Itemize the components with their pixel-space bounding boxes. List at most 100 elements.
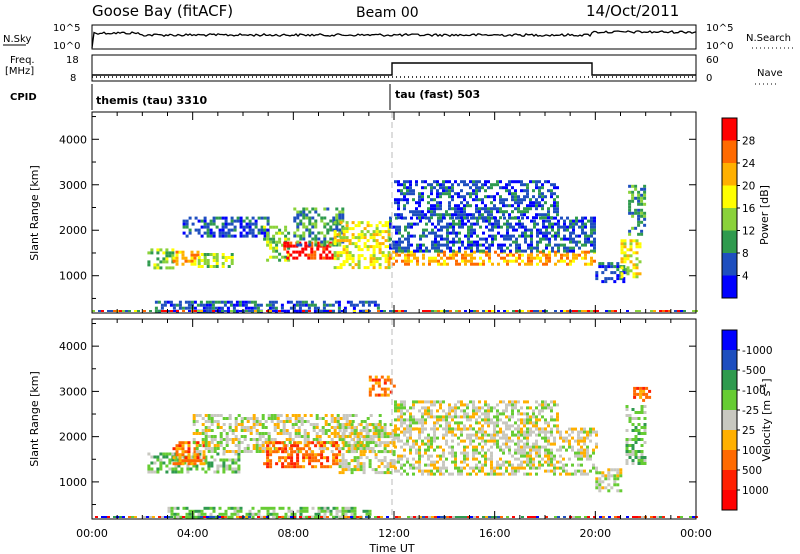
power-cell <box>193 306 197 310</box>
power-cell <box>497 243 500 247</box>
power-cell <box>366 266 370 270</box>
power-cell <box>554 253 557 257</box>
power-cell <box>448 207 451 211</box>
power-cell <box>366 224 370 228</box>
velocity-cell <box>523 421 526 425</box>
power-cell <box>472 180 475 184</box>
power-cell <box>335 216 339 220</box>
power-cell <box>584 216 587 220</box>
velocity-cell <box>270 414 274 417</box>
velocity-cell <box>264 420 268 423</box>
velocity-cell <box>409 430 412 434</box>
power-cell <box>443 237 446 241</box>
velocity-cell <box>207 417 211 420</box>
power-cell <box>553 198 556 202</box>
velocity-cell <box>302 465 306 469</box>
velocity-cell <box>213 444 217 447</box>
velocity-cell <box>448 421 451 425</box>
velocity-cell <box>397 415 400 419</box>
velocity-cell <box>156 467 160 471</box>
velocity-cell <box>372 441 376 444</box>
velocity-cell <box>171 467 175 471</box>
velocity-cell <box>529 433 532 437</box>
velocity-cell <box>448 409 451 413</box>
velocity-cell <box>198 444 202 447</box>
power-cell <box>481 183 484 187</box>
velocity-cell <box>502 451 505 455</box>
velocity-cell <box>359 441 363 445</box>
velocity-cell <box>377 438 381 442</box>
velocity-cell <box>261 414 265 417</box>
power-cell <box>451 183 454 187</box>
velocity-cell <box>335 506 339 510</box>
power-cell <box>235 300 239 304</box>
velocity-cell <box>344 465 348 469</box>
power-cell <box>302 222 306 226</box>
velocity-cell <box>433 460 436 464</box>
velocity-cell <box>321 417 325 420</box>
velocity-cell <box>335 462 339 466</box>
velocity-ground-cell <box>248 516 251 518</box>
power-cell <box>413 222 416 226</box>
velocity-cell <box>282 420 286 423</box>
power-cell <box>514 201 517 205</box>
velocity-cell <box>628 420 632 423</box>
velocity-cell <box>514 403 517 407</box>
velocity-cell <box>412 442 415 446</box>
velocity-cell <box>297 432 301 435</box>
velocity-cell <box>583 439 586 443</box>
velocity-cell <box>472 466 475 470</box>
power-cell <box>239 231 243 235</box>
velocity-cell <box>234 467 238 471</box>
velocity-cell <box>252 423 256 426</box>
power-cell <box>454 213 457 217</box>
velocity-cell <box>324 429 328 432</box>
power-cell <box>311 216 315 220</box>
power-cell <box>238 303 242 307</box>
velocity-cell <box>323 506 327 510</box>
velocity-cell <box>547 454 550 458</box>
velocity-cell <box>484 472 487 476</box>
velocity-cell <box>296 453 300 457</box>
power-cell <box>215 253 219 256</box>
velocity-cell <box>436 454 439 458</box>
power-cell <box>436 180 439 184</box>
velocity-cell <box>412 445 415 449</box>
velocity-cell <box>290 456 294 460</box>
velocity-cell <box>368 509 372 513</box>
power-cell <box>430 213 433 217</box>
velocity-cell <box>613 480 617 484</box>
power-cell <box>268 300 272 304</box>
velocity-cell <box>204 438 208 441</box>
velocity-cell <box>290 462 294 466</box>
velocity-cell <box>356 435 360 439</box>
velocity-cell <box>303 429 307 432</box>
power-cell <box>436 213 439 217</box>
power-cell <box>527 253 530 257</box>
velocity-cell <box>439 469 442 473</box>
power-cell <box>338 228 342 232</box>
velocity-cell <box>181 459 185 463</box>
power-ground-cell <box>389 310 392 312</box>
power-cell <box>640 232 644 236</box>
velocity-cell <box>178 456 182 460</box>
velocity-cell <box>249 432 253 435</box>
power-cell <box>199 300 203 304</box>
velocity-cell <box>631 453 635 456</box>
velocity-ground-cell <box>599 516 602 518</box>
velocity-cell <box>219 435 223 438</box>
velocity-cell <box>185 506 189 510</box>
velocity-ground-cell <box>422 516 425 518</box>
velocity-cell <box>502 448 505 452</box>
power-cell <box>520 183 523 187</box>
power-cell <box>620 248 624 252</box>
power-cell <box>165 248 169 252</box>
velocity-cell <box>178 444 182 448</box>
velocity-cell <box>511 400 514 404</box>
power-cell <box>581 225 584 229</box>
velocity-cell <box>371 387 375 391</box>
power-cell <box>620 272 624 276</box>
power-cell <box>557 219 560 223</box>
velocity-cell <box>484 460 487 464</box>
velocity-cell <box>640 444 644 447</box>
